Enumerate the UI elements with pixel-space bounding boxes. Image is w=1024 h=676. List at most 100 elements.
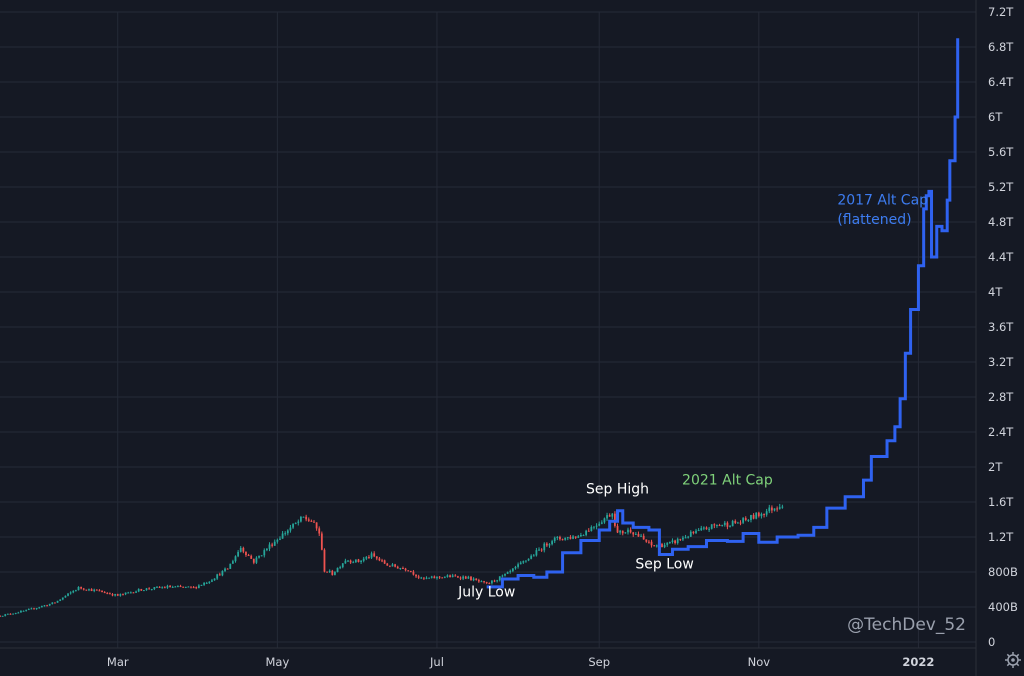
candle — [608, 513, 611, 517]
candle — [402, 566, 404, 570]
candle — [80, 586, 83, 590]
candle — [771, 505, 773, 514]
candle — [150, 588, 153, 591]
candle — [736, 521, 739, 524]
candle — [422, 577, 425, 580]
candle — [231, 559, 234, 564]
y-tick-label: 4T — [988, 285, 1003, 299]
gear-icon[interactable] — [1005, 652, 1021, 668]
candle — [742, 516, 745, 525]
candle — [360, 560, 362, 564]
candle — [540, 548, 543, 552]
candle — [433, 575, 436, 579]
candle — [519, 561, 522, 565]
candle — [27, 608, 30, 611]
candle — [449, 574, 451, 578]
candle — [417, 574, 420, 580]
candle — [378, 556, 381, 562]
candle — [566, 536, 569, 541]
candle — [514, 565, 517, 570]
y-tick-label: 2.4T — [988, 425, 1014, 439]
annotation-label: July Low — [457, 585, 515, 601]
candlestick-series — [0, 503, 784, 617]
candle — [676, 537, 679, 545]
y-tick-label: 5.6T — [988, 145, 1014, 159]
candle — [307, 517, 310, 522]
candle — [525, 560, 527, 563]
candle — [255, 556, 258, 564]
candle — [54, 602, 56, 604]
candle — [305, 514, 308, 522]
candle — [464, 575, 467, 580]
candle — [409, 570, 412, 573]
candle — [710, 524, 713, 530]
candle — [726, 521, 729, 530]
candle — [530, 554, 533, 560]
candle — [182, 586, 185, 588]
y-tick-label: 4.4T — [988, 250, 1014, 264]
annotations: July Low Sep High Sep Low 2021 Alt Cap 2017 … — [457, 193, 928, 601]
candle — [129, 591, 132, 594]
candle — [375, 556, 378, 561]
candle — [64, 595, 67, 598]
candle — [116, 593, 119, 597]
candle — [250, 554, 253, 559]
candle — [127, 591, 130, 594]
candle — [506, 571, 509, 575]
candle — [368, 555, 370, 559]
candle — [93, 588, 96, 593]
candle — [564, 537, 567, 541]
candle — [556, 536, 559, 541]
candle — [577, 534, 580, 538]
x-tick-label: Sep — [588, 655, 610, 669]
annotation-label: Sep High — [586, 481, 649, 497]
candle — [373, 551, 376, 558]
candle — [428, 577, 431, 579]
candle — [430, 575, 433, 579]
candle — [218, 572, 221, 576]
candle — [143, 589, 145, 592]
candle — [388, 565, 391, 568]
candle — [286, 529, 289, 536]
candle — [195, 586, 198, 590]
y-tick-label: 1.6T — [988, 495, 1014, 509]
y-tick-label: 6T — [988, 110, 1003, 124]
candle — [174, 586, 177, 588]
candle — [600, 520, 603, 525]
candle — [744, 516, 747, 522]
candle — [532, 553, 535, 557]
candle — [548, 543, 551, 548]
candle — [682, 535, 684, 542]
candle — [239, 546, 242, 553]
candle — [273, 539, 276, 546]
candle — [40, 605, 43, 608]
y-tick-label: 3.2T — [988, 355, 1014, 369]
candle — [477, 578, 480, 583]
candle — [535, 547, 538, 557]
candle — [9, 613, 12, 615]
candle — [587, 528, 590, 532]
candle — [606, 512, 608, 521]
candle — [153, 587, 156, 591]
candle — [114, 593, 117, 597]
candle — [407, 570, 410, 572]
candle — [765, 508, 768, 517]
candle — [300, 515, 302, 523]
candle — [624, 532, 627, 534]
candle — [648, 540, 650, 544]
candle — [184, 586, 187, 589]
candle — [365, 555, 368, 561]
candle — [323, 548, 326, 573]
candle — [334, 571, 336, 576]
annotation-label: 2021 Alt Cap — [682, 473, 773, 489]
candle — [370, 551, 373, 559]
candle — [655, 544, 658, 548]
candle — [399, 567, 402, 570]
y-tick-label: 4.8T — [988, 215, 1014, 229]
y-tick-label: 400B — [988, 600, 1018, 614]
candle — [462, 575, 465, 581]
candle — [593, 526, 595, 530]
candle — [242, 546, 245, 554]
candle — [349, 559, 352, 564]
candle — [179, 584, 182, 588]
